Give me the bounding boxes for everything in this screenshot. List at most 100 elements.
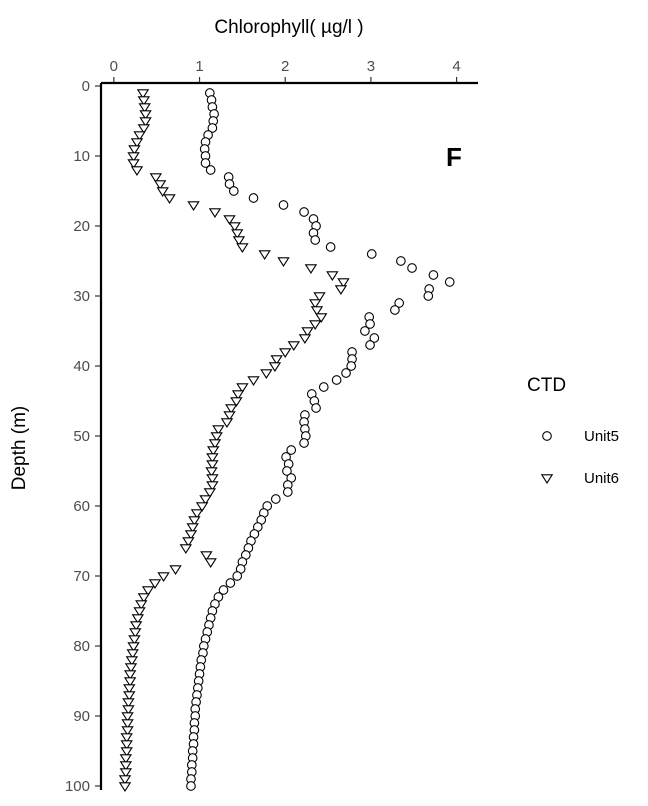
data-point-unit6 — [131, 614, 145, 624]
data-point-unit6 — [205, 467, 218, 477]
data-point-unit6 — [225, 404, 238, 414]
data-point-unit6 — [156, 187, 169, 197]
data-point-unit5 — [394, 298, 405, 308]
x-tick-label: 4 — [452, 58, 460, 75]
data-point-unit5 — [311, 403, 321, 413]
series-unit6 — [118, 89, 350, 792]
data-point-unit6 — [223, 215, 236, 225]
data-point-unit6 — [122, 705, 135, 715]
data-point-unit6 — [129, 621, 143, 631]
data-point-unit6 — [206, 481, 219, 491]
data-point-unit6 — [121, 726, 134, 736]
data-point-unit6 — [123, 684, 136, 694]
x-axis-ticks: 0 1 2 3 4 — [110, 58, 461, 83]
data-point-unit6 — [118, 782, 132, 792]
data-point-unit5 — [207, 123, 218, 133]
data-point-unit6 — [268, 362, 282, 372]
data-point-unit6 — [139, 117, 152, 127]
x-tick-label: 3 — [367, 58, 375, 75]
data-point-unit6 — [206, 474, 219, 484]
y-tick-label: 90 — [73, 708, 90, 725]
data-point-unit5 — [360, 326, 370, 336]
data-point-unit5 — [205, 165, 216, 175]
data-point-unit6 — [231, 390, 245, 400]
data-point-unit6 — [337, 278, 350, 288]
data-point-unit5 — [224, 179, 235, 189]
data-point-unit6 — [120, 747, 133, 757]
y-tick-label: 40 — [73, 358, 90, 375]
data-point-unit6 — [120, 733, 133, 743]
data-point-unit6 — [133, 131, 146, 141]
data-point-unit5 — [282, 487, 293, 497]
data-point-unit6 — [220, 418, 234, 428]
data-point-unit5 — [365, 319, 375, 329]
data-point-unit6 — [119, 754, 133, 764]
data-point-unit6 — [301, 327, 314, 337]
y-axis-title: Depth (m) — [9, 406, 30, 490]
data-point-unit5 — [218, 585, 229, 595]
data-point-unit6 — [236, 243, 249, 253]
data-point-unit6 — [127, 159, 140, 169]
data-point-unit6 — [206, 453, 219, 463]
data-point-unit6 — [133, 607, 146, 617]
data-point-unit6 — [313, 292, 326, 302]
data-point-unit6 — [137, 124, 151, 134]
data-point-unit6 — [326, 271, 339, 281]
panel-label: F — [446, 142, 462, 172]
data-point-unit6 — [135, 600, 148, 610]
data-point-unit6 — [208, 439, 222, 449]
data-point-unit6 — [138, 103, 151, 113]
data-point-unit6 — [127, 642, 140, 652]
data-point-unit5 — [225, 578, 236, 588]
series-unit5 — [186, 88, 455, 791]
x-tick-label: 1 — [195, 58, 203, 75]
data-point-unit5 — [278, 200, 289, 210]
data-point-unit6 — [314, 313, 328, 323]
data-point-unit6 — [121, 719, 134, 729]
data-point-unit5 — [299, 207, 309, 217]
data-point-unit6 — [206, 460, 219, 470]
data-point-unit6 — [141, 586, 155, 596]
legend-key-unit5 — [542, 431, 552, 441]
data-point-unit6 — [122, 698, 135, 708]
data-point-unit5 — [369, 333, 380, 343]
data-point-unit6 — [148, 579, 162, 589]
y-tick-label: 70 — [73, 568, 90, 585]
data-point-unit6 — [230, 397, 243, 407]
data-point-unit6 — [130, 166, 144, 176]
y-axis-ticks: 0 10 20 30 40 50 60 70 80 90 100 — [65, 78, 101, 795]
data-point-unit5 — [407, 263, 417, 273]
x-axis-title: Chlorophyll( µg/l ) — [214, 17, 363, 38]
data-point-unit5 — [390, 305, 400, 315]
data-point-unit6 — [130, 138, 144, 148]
data-point-unit6 — [247, 376, 260, 386]
data-point-unit6 — [199, 495, 212, 505]
legend: CTD Unit5 Unit6 — [527, 375, 619, 487]
data-point-unit6 — [208, 208, 222, 218]
data-point-unit6 — [204, 558, 217, 568]
data-point-unit5 — [325, 242, 336, 252]
data-point-unit6 — [127, 152, 140, 162]
data-point-unit5 — [365, 340, 375, 350]
data-point-unit6 — [334, 285, 348, 295]
data-point-unit6 — [139, 110, 152, 120]
data-point-unit6 — [200, 551, 213, 561]
data-point-unit5 — [428, 270, 439, 280]
data-point-unit5 — [248, 193, 259, 203]
data-point-unit6 — [258, 250, 271, 260]
data-point-unit6 — [120, 740, 133, 750]
data-point-unit6 — [277, 257, 290, 267]
data-point-unit6 — [123, 670, 137, 680]
data-point-unit6 — [125, 656, 139, 666]
data-point-unit6 — [232, 236, 246, 246]
legend-label-unit5: Unit5 — [584, 428, 619, 445]
data-points — [118, 88, 455, 792]
data-point-unit6 — [118, 775, 132, 785]
data-point-unit5 — [346, 361, 357, 371]
data-point-unit5 — [423, 291, 434, 301]
data-point-unit5 — [232, 571, 243, 581]
data-point-unit6 — [287, 341, 300, 351]
data-point-unit6 — [186, 523, 199, 533]
data-point-unit6 — [179, 544, 193, 554]
